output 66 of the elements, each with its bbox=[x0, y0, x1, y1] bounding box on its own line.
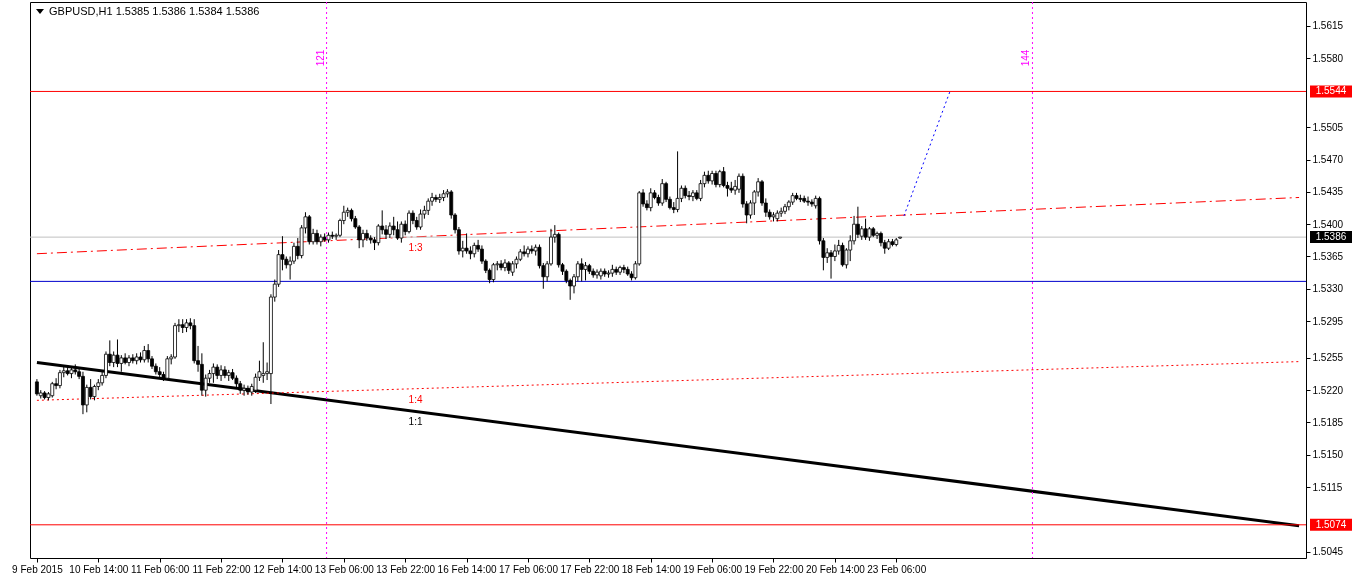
candlestick bbox=[829, 249, 833, 280]
candlestick bbox=[875, 231, 879, 240]
series-label: 1:1 bbox=[408, 416, 423, 428]
x-tick-label: 10 Feb 14:00 bbox=[69, 563, 129, 575]
annotation: 144 bbox=[1020, 49, 1032, 67]
ref-line-label: 1.5386 bbox=[1315, 231, 1347, 243]
candlestick bbox=[261, 341, 266, 384]
y-tick-label: 1.5150 bbox=[1312, 449, 1344, 461]
x-tick-label: 17 Feb 06:00 bbox=[499, 563, 559, 575]
candlestick bbox=[660, 178, 665, 207]
candlestick bbox=[407, 209, 411, 234]
candlestick bbox=[219, 364, 223, 382]
x-tick-label: 19 Feb 06:00 bbox=[683, 563, 743, 575]
candlestick bbox=[361, 229, 365, 248]
y-tick-label: 1.5435 bbox=[1312, 186, 1344, 198]
candlestick bbox=[840, 242, 845, 268]
ref-line-label: 1.5544 bbox=[1315, 85, 1347, 97]
y-tick-label: 1.5295 bbox=[1312, 315, 1344, 327]
y-tick-label: 1.5185 bbox=[1312, 416, 1344, 428]
x-tick-label: 16 Feb 14:00 bbox=[437, 563, 497, 575]
candlestick bbox=[806, 196, 810, 207]
series-label: 1:3 bbox=[408, 241, 423, 253]
x-tick-label: 11 Feb 06:00 bbox=[131, 563, 190, 575]
series-label: 1:4 bbox=[408, 393, 423, 405]
x-tick-label: 18 Feb 14:00 bbox=[621, 563, 682, 575]
candlestick bbox=[395, 220, 400, 241]
candlestick bbox=[522, 244, 527, 257]
annotation: 121 bbox=[314, 49, 326, 67]
candlestick bbox=[648, 187, 653, 212]
x-tick-label: 17 Feb 22:00 bbox=[560, 563, 620, 575]
candlestick bbox=[434, 194, 438, 203]
x-tick-label: 9 Feb 2015 bbox=[12, 563, 64, 575]
y-tick-label: 1.5400 bbox=[1312, 218, 1344, 230]
y-tick-label: 1.5255 bbox=[1312, 352, 1344, 364]
candlestick bbox=[809, 198, 814, 208]
candlestick bbox=[127, 354, 131, 367]
x-tick-label: 13 Feb 22:00 bbox=[376, 563, 436, 575]
y-tick-label: 1.5505 bbox=[1312, 121, 1344, 133]
candlestick bbox=[598, 267, 603, 281]
candlestick bbox=[58, 369, 62, 389]
candlestick bbox=[526, 245, 530, 258]
candlestick bbox=[391, 216, 396, 236]
x-tick-label: 12 Feb 14:00 bbox=[253, 563, 313, 575]
candlestick bbox=[499, 259, 504, 271]
y-tick-label: 1.5365 bbox=[1312, 250, 1344, 262]
ref-line-label: 1.5074 bbox=[1315, 518, 1347, 530]
y-tick-label: 1.5580 bbox=[1312, 52, 1344, 64]
candlestick bbox=[579, 257, 584, 282]
y-tick-label: 1.5045 bbox=[1312, 546, 1344, 558]
y-tick-label: 1.5470 bbox=[1312, 154, 1344, 166]
candlestick bbox=[464, 232, 469, 255]
candlestick bbox=[691, 189, 695, 202]
y-tick-label: 1.5115 bbox=[1312, 481, 1343, 493]
y-tick-label: 1.5330 bbox=[1312, 283, 1344, 295]
chart-title: GBPUSD,H1 1.5385 1.5386 1.5384 1.5386 bbox=[49, 5, 260, 17]
y-tick-label: 1.5615 bbox=[1312, 20, 1344, 32]
x-tick-label: 13 Feb 06:00 bbox=[314, 563, 375, 575]
candlestick bbox=[595, 268, 599, 280]
candlestick bbox=[242, 384, 246, 397]
x-tick-label: 23 Feb 06:00 bbox=[867, 563, 927, 575]
x-tick-label: 19 Feb 22:00 bbox=[744, 563, 804, 575]
x-tick-label: 20 Feb 14:00 bbox=[805, 563, 866, 575]
candlestick bbox=[503, 258, 507, 272]
candlestick bbox=[856, 206, 860, 239]
x-tick-label: 11 Feb 22:00 bbox=[192, 563, 252, 575]
y-tick-label: 1.5220 bbox=[1312, 384, 1344, 396]
